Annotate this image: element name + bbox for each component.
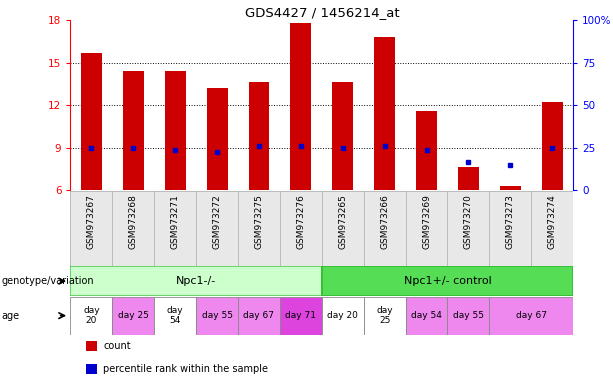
Bar	[322, 297, 364, 335]
Text: GSM973271: GSM973271	[170, 194, 180, 249]
Bar	[364, 297, 406, 335]
Text: day 54: day 54	[411, 311, 442, 320]
Text: GSM973274: GSM973274	[547, 194, 557, 249]
Text: percentile rank within the sample: percentile rank within the sample	[103, 364, 268, 374]
Bar	[500, 186, 521, 190]
Bar	[248, 83, 270, 190]
Text: GSM973269: GSM973269	[422, 194, 431, 249]
Text: Npc1+/- control: Npc1+/- control	[403, 276, 492, 286]
Bar	[207, 88, 227, 190]
Bar	[374, 37, 395, 190]
Bar	[416, 111, 437, 190]
Text: GSM973265: GSM973265	[338, 194, 348, 249]
Bar	[458, 167, 479, 190]
Bar	[291, 23, 311, 190]
Text: day 25: day 25	[118, 311, 149, 320]
Bar	[489, 297, 573, 335]
Text: count: count	[103, 341, 131, 351]
Bar	[280, 297, 322, 335]
Bar	[196, 297, 238, 335]
Text: day
25: day 25	[376, 306, 393, 325]
Bar	[542, 102, 563, 190]
Text: genotype/variation: genotype/variation	[1, 276, 94, 286]
Bar	[86, 364, 97, 374]
Bar	[154, 297, 196, 335]
Bar	[165, 71, 186, 190]
Bar	[406, 297, 447, 335]
Text: day
54: day 54	[167, 306, 183, 325]
Text: age: age	[1, 311, 20, 321]
Bar	[81, 53, 102, 190]
Text: GSM973273: GSM973273	[506, 194, 515, 249]
Bar	[123, 71, 144, 190]
Bar	[322, 266, 573, 296]
Bar	[112, 297, 154, 335]
Text: day 20: day 20	[327, 311, 358, 320]
Text: day 67: day 67	[516, 311, 547, 320]
Text: day 55: day 55	[202, 311, 232, 320]
Text: GSM973266: GSM973266	[380, 194, 389, 249]
Bar	[86, 341, 97, 351]
Text: day 71: day 71	[286, 311, 316, 320]
Text: GSM973272: GSM973272	[213, 194, 222, 249]
Text: GSM973267: GSM973267	[87, 194, 96, 249]
Text: GSM973270: GSM973270	[464, 194, 473, 249]
Bar	[70, 266, 322, 296]
Bar	[447, 297, 489, 335]
Text: day
20: day 20	[83, 306, 100, 325]
Text: day 55: day 55	[453, 311, 484, 320]
Text: Npc1-/-: Npc1-/-	[176, 276, 216, 286]
Text: day 67: day 67	[243, 311, 275, 320]
Bar	[70, 297, 112, 335]
Title: GDS4427 / 1456214_at: GDS4427 / 1456214_at	[245, 6, 399, 19]
Bar	[332, 83, 353, 190]
Bar	[238, 297, 280, 335]
Text: GSM973276: GSM973276	[296, 194, 305, 249]
Text: GSM973268: GSM973268	[129, 194, 138, 249]
Text: GSM973275: GSM973275	[254, 194, 264, 249]
